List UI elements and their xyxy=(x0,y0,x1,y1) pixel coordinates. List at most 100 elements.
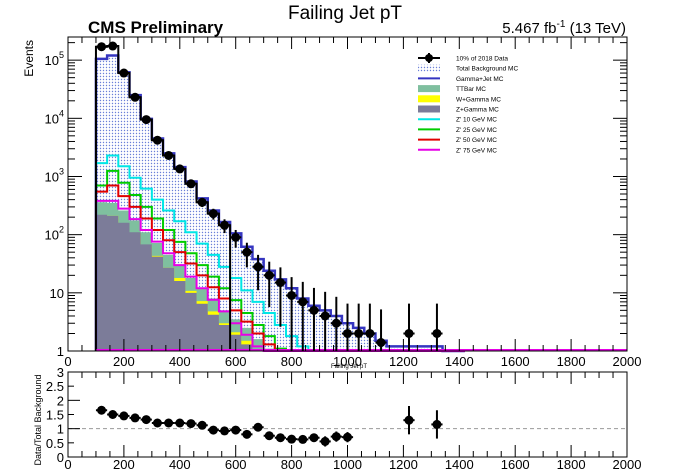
ratio-marker xyxy=(404,415,414,425)
data-marker xyxy=(404,328,414,338)
ratio-marker xyxy=(231,425,241,435)
data-point xyxy=(207,208,219,220)
legend-swatch-fill xyxy=(418,95,440,103)
ratio-point xyxy=(107,410,119,419)
data-marker xyxy=(320,311,330,321)
chart-title: Failing Jet pT xyxy=(288,3,402,24)
data-point xyxy=(151,135,164,145)
x-tick-label: 1200 xyxy=(389,457,418,472)
data-marker xyxy=(253,262,263,272)
data-marker xyxy=(365,328,375,338)
data-point xyxy=(263,261,275,308)
ratio-marker xyxy=(164,418,174,428)
ratio-point xyxy=(174,418,186,428)
data-point xyxy=(330,296,342,351)
legend-label: Z' 10 GeV MC xyxy=(456,117,497,124)
legend-label: W+Gamma MC xyxy=(456,96,501,103)
lumi-value: 5.467 fb xyxy=(502,20,556,37)
lumi-label: 5.467 fb-1 (13 TeV) xyxy=(502,19,626,37)
data-point xyxy=(364,303,376,351)
x-tick-label: 2000 xyxy=(613,354,642,369)
data-point xyxy=(403,303,415,351)
data-point xyxy=(174,164,186,174)
data-marker xyxy=(141,115,151,125)
legend-entry: Z+Gamma MC xyxy=(418,105,499,114)
data-marker xyxy=(130,92,140,102)
data-point xyxy=(308,287,320,351)
ratio-point xyxy=(207,425,219,435)
data-marker xyxy=(275,278,285,288)
data-point xyxy=(375,309,387,351)
data-marker xyxy=(175,164,185,174)
ratio-point xyxy=(297,434,309,444)
legend-swatch-band xyxy=(418,64,440,72)
data-point xyxy=(230,229,242,248)
x-tick-label: 1400 xyxy=(445,354,474,369)
ratio-point xyxy=(403,406,415,435)
x-tick-label: 200 xyxy=(113,457,135,472)
ratio-point xyxy=(319,436,331,447)
legend-swatch-fill xyxy=(418,85,440,93)
data-marker xyxy=(298,297,308,307)
ratio-frame xyxy=(67,371,628,458)
ratio-marker xyxy=(220,426,230,436)
y-tick-label: 1 xyxy=(57,344,64,359)
data-marker xyxy=(376,337,386,347)
ratio-point xyxy=(431,410,443,439)
data-point xyxy=(319,291,331,351)
x-tick-label: 0 xyxy=(64,457,71,472)
ratio-point xyxy=(118,411,130,421)
x-tick-label: 1800 xyxy=(557,354,586,369)
ratio-y-tick-label: 3 xyxy=(57,365,64,380)
legend: 10% of 2018 Data Total Background MC Gamma… xyxy=(418,53,518,154)
data-marker xyxy=(220,220,230,230)
y-tick-exp: 2 xyxy=(59,225,64,235)
ratio-marker xyxy=(197,420,207,430)
data-point xyxy=(118,68,130,78)
x-tick-label: 2000 xyxy=(613,457,642,472)
legend-entry: Total Background MC xyxy=(418,64,518,73)
main-plot-area: 1 10 102 103 104 105 0 200 400 600 800 1000 1200 1400… xyxy=(45,36,642,369)
ratio-marker xyxy=(152,418,162,428)
data-marker xyxy=(108,41,118,51)
data-point xyxy=(297,281,309,351)
y-tick-label: 103 xyxy=(45,166,64,184)
data-marker xyxy=(432,328,442,338)
ratio-marker xyxy=(298,434,308,444)
data-point xyxy=(140,115,152,125)
ratio-y-tick-label: 2 xyxy=(57,393,64,408)
data-marker xyxy=(331,318,341,328)
ratio-point xyxy=(274,433,287,443)
legend-label: TTBar MC xyxy=(456,86,486,93)
x-tick-label: 1400 xyxy=(445,457,474,472)
ratio-marker xyxy=(175,418,185,428)
legend-entry: Z' 50 GeV MC xyxy=(418,137,497,144)
data-point xyxy=(163,150,175,160)
ratio-y-axis-label: Data/Total Background xyxy=(33,374,43,465)
y-tick-label: 10 xyxy=(50,286,64,301)
ratio-marker xyxy=(275,433,285,443)
lumi-exp: -1 xyxy=(557,19,566,30)
data-point xyxy=(286,277,298,351)
x-tick-label: 1600 xyxy=(501,457,530,472)
y-tick-exp: 4 xyxy=(59,108,64,118)
ratio-marker xyxy=(208,425,218,435)
legend-label: Z' 75 GeV MC xyxy=(456,147,497,154)
x-tick-label: 1000 xyxy=(333,354,362,369)
legend-entry: Z' 75 GeV MC xyxy=(418,147,497,154)
ratio-point xyxy=(196,420,208,430)
data-point xyxy=(95,42,108,52)
ratio-marker xyxy=(253,422,263,432)
legend-label: Z' 25 GeV MC xyxy=(456,127,497,134)
x-tick-label: 1800 xyxy=(557,457,586,472)
data-marker xyxy=(164,150,174,160)
ratio-point xyxy=(140,415,152,425)
ratio-point xyxy=(95,405,108,415)
data-marker xyxy=(186,179,196,189)
cms-label: CMS Preliminary xyxy=(88,18,224,37)
ratio-point xyxy=(263,431,275,441)
data-marker xyxy=(264,270,274,280)
data-point xyxy=(196,197,208,207)
data-point xyxy=(107,41,119,51)
